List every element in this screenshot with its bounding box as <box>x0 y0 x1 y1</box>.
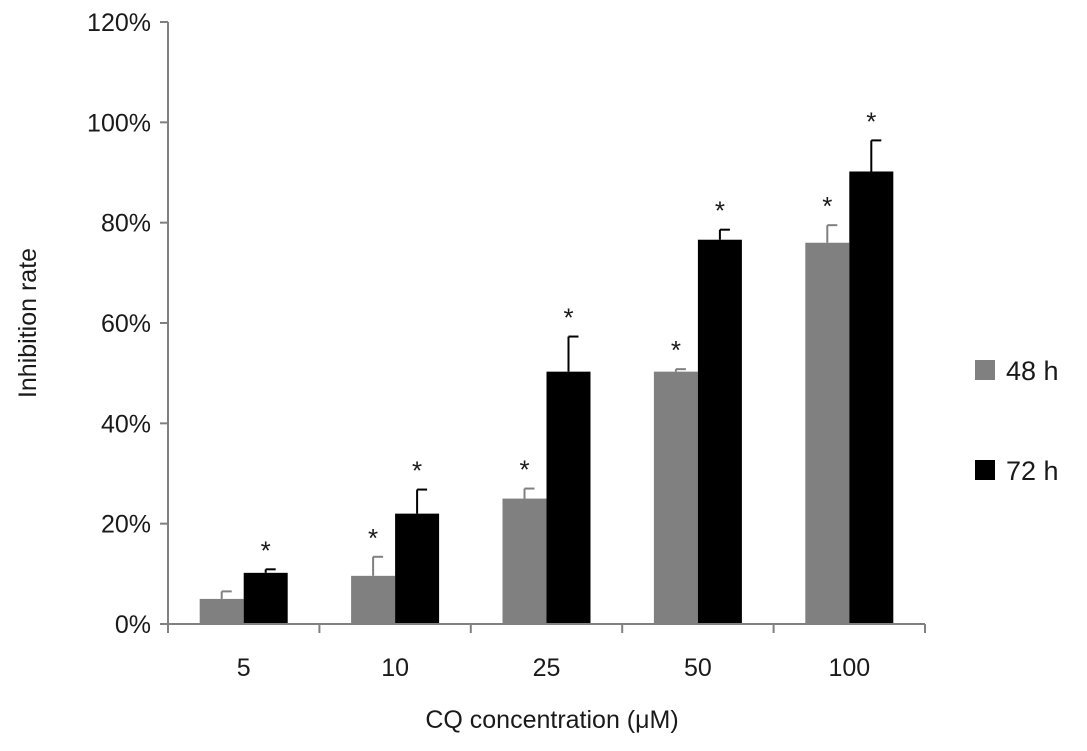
legend-swatch <box>975 360 995 380</box>
significance-star: * <box>261 535 271 565</box>
x-tick-label: 5 <box>237 654 251 682</box>
x-tick-label: 100 <box>828 654 870 682</box>
bar <box>546 371 591 624</box>
y-tick-label: 120% <box>87 9 151 37</box>
y-tick-label: 80% <box>101 210 151 238</box>
y-axis-title: Inhibition rate <box>14 248 42 398</box>
bar <box>243 572 288 624</box>
significance-star: * <box>671 335 681 365</box>
significance-star: * <box>368 523 378 553</box>
error-bars <box>220 139 882 599</box>
x-axis-ticks: 5 10 25 50 100 <box>167 624 926 682</box>
bar <box>805 242 850 624</box>
bar <box>697 239 742 624</box>
significance-star: * <box>412 456 422 486</box>
significance-star: * <box>519 455 529 485</box>
x-tick-label: 50 <box>684 654 712 682</box>
significance-markers: * * * * * * * * * <box>261 106 877 565</box>
significance-star: * <box>866 106 876 136</box>
y-tick-label: 40% <box>101 410 151 438</box>
significance-star: * <box>822 191 832 221</box>
significance-star: * <box>715 196 725 226</box>
y-tick-label: 100% <box>87 109 151 137</box>
legend-label: 72 h <box>1006 456 1059 486</box>
x-axis-title: CQ concentration (μM) <box>425 706 678 734</box>
bar <box>351 575 396 624</box>
legend: 48 h 72 h <box>975 356 1059 486</box>
bar <box>395 513 440 624</box>
legend-label: 48 h <box>1006 356 1059 386</box>
y-tick-label: 60% <box>101 310 151 338</box>
significance-star: * <box>563 303 573 333</box>
bar <box>199 598 244 624</box>
bar <box>653 371 698 624</box>
bars <box>199 171 894 624</box>
legend-swatch <box>975 460 995 480</box>
y-tick-label: 20% <box>101 511 151 539</box>
y-axis-ticks: 0% 20% 40% 60% 80% 100% 120% <box>87 9 168 639</box>
y-tick-label: 0% <box>115 611 151 639</box>
x-tick-label: 25 <box>533 654 561 682</box>
bar <box>502 498 547 624</box>
x-tick-label: 10 <box>381 654 409 682</box>
bar <box>849 171 894 624</box>
